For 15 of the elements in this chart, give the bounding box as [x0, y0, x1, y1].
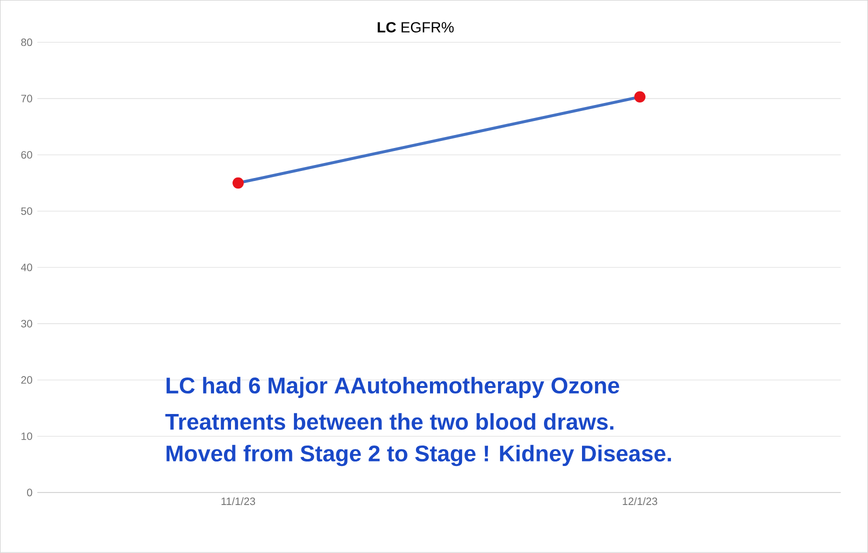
- y-tick-label: 40: [20, 264, 32, 272]
- y-tick-label: 30: [21, 320, 32, 328]
- chart-title: LC EGFR%: [378, 22, 454, 33]
- x-tick-label: 11/1/23: [222, 497, 256, 506]
- y-tick-label: 0: [27, 488, 32, 496]
- y-tick-label: 80: [21, 38, 32, 46]
- y-tick-label: 70: [21, 94, 32, 102]
- y-tick-label: 10: [22, 432, 32, 440]
- annotation: Treatments between the two blood draws.: [165, 413, 614, 430]
- y-tick-label: 60: [21, 151, 32, 159]
- annotation: Moved from Stage 2 to Stage ! Kidney Disease.: [166, 444, 671, 466]
- y-tick-label: 20: [21, 376, 32, 384]
- annotation: LC had 6 Major AAutohemotherapy Ozone: [166, 376, 620, 398]
- x-tick-label: 12/1/23: [622, 497, 658, 506]
- y-tick-label: 50: [21, 207, 32, 215]
